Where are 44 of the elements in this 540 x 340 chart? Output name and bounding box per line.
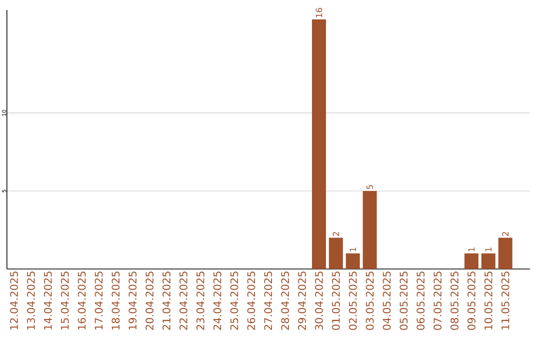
x-tick-label: 06.05.2025	[416, 272, 425, 330]
x-tick-label: 12.04.2025	[10, 272, 18, 330]
x-tick-label: 16.04.2025	[78, 272, 86, 330]
x-tick-label: 27.04.2025	[264, 272, 272, 330]
x-tick-label: 05.05.2025	[400, 272, 408, 330]
data-label: 1	[468, 248, 475, 252]
data-label: 2	[502, 232, 508, 236]
x-tick-label: 08.05.2025	[450, 272, 458, 330]
bar	[362, 190, 377, 269]
data-label: 16	[316, 8, 322, 18]
data-label: 5	[366, 185, 373, 190]
bar	[346, 253, 360, 269]
x-tick-label: 10.05.2025	[484, 272, 492, 330]
bar	[481, 253, 496, 269]
bar	[498, 238, 512, 269]
data-label: 2	[332, 232, 340, 236]
x-tick-label: 04.05.2025	[382, 272, 391, 330]
x-tick-label: 25.04.2025	[230, 272, 238, 330]
x-tick-label: 18.04.2025	[112, 272, 120, 330]
x-tick-label: 23.04.2025	[196, 272, 204, 330]
x-tick-label: 01.05.2025	[332, 272, 340, 330]
bar	[312, 19, 326, 269]
x-tick-label: 24.04.2025	[213, 272, 222, 330]
x-tick-label: 21.04.2025	[162, 272, 170, 330]
data-label: 1	[485, 248, 492, 252]
x-tick-label: 02.05.2025	[348, 272, 357, 330]
x-tick-label: 28.04.2025	[281, 272, 290, 330]
bar	[328, 238, 343, 269]
x-tick-label: 26.04.2025	[247, 272, 256, 330]
bar	[464, 253, 478, 269]
x-tick-label: 14.04.2025	[44, 272, 52, 330]
x-tick-label: 19.04.2025	[128, 272, 137, 330]
x-tick-label: 09.05.2025	[467, 272, 476, 330]
x-tick-label: 29.04.2025	[298, 272, 306, 330]
x-tick-label: 03.05.2025	[366, 272, 374, 330]
x-tick-label: 17.04.2025	[94, 272, 103, 330]
x-tick-label: 30.04.2025	[315, 272, 323, 330]
x-tick-label: 22.04.2025	[179, 272, 188, 330]
x-tick-label: 13.04.2025	[26, 272, 35, 330]
data-label: 1	[350, 248, 356, 252]
x-tick-label: 15.04.2025	[60, 272, 69, 330]
x-tick-label: 20.04.2025	[146, 272, 154, 330]
x-tick-label: 11.05.2025	[501, 272, 510, 330]
x-tick-label: 07.05.2025	[434, 272, 442, 330]
